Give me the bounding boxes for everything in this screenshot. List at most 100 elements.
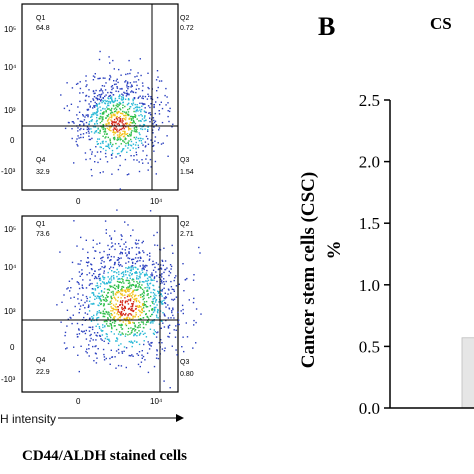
scatter-dot xyxy=(131,283,134,286)
scatter-dot xyxy=(98,296,101,298)
scatter-dot xyxy=(134,257,137,259)
scatter-dot xyxy=(127,270,129,273)
scatter-dot xyxy=(125,291,127,293)
scatter-dot xyxy=(129,124,132,127)
scatter-dot xyxy=(150,321,152,323)
plot-2-y-tick-1e4: 10⁴ xyxy=(4,263,17,272)
scatter-dot xyxy=(88,272,91,274)
scatter-dot xyxy=(166,96,168,98)
scatter-dot xyxy=(108,268,111,270)
scatter-dot xyxy=(125,324,128,327)
scatter-dot xyxy=(118,117,120,119)
scatter-dot xyxy=(106,320,108,323)
scatter-dot xyxy=(156,96,159,99)
scatter-dot xyxy=(123,128,125,130)
scatter-dot xyxy=(133,159,135,161)
scatter-dot xyxy=(118,243,120,245)
scatter-dot xyxy=(103,282,105,284)
scatter-dot xyxy=(113,121,116,123)
scatter-dot xyxy=(134,325,137,328)
scatter-dot xyxy=(155,299,158,301)
scatter-dot xyxy=(148,348,151,350)
scatter-dot xyxy=(105,298,107,301)
scatter-dot xyxy=(117,311,119,314)
scatter-dot xyxy=(92,90,95,92)
scatter-dot xyxy=(141,126,143,128)
scatter-dot xyxy=(112,245,114,247)
scatter-dot xyxy=(77,82,79,85)
scatter-dot xyxy=(150,342,152,344)
scatter-dot xyxy=(68,109,71,112)
scatter-dot xyxy=(146,306,149,308)
scatter-dot xyxy=(115,108,118,111)
scatter-dot xyxy=(136,353,138,355)
scatter-dot xyxy=(131,295,133,297)
scatter-dot xyxy=(128,287,130,289)
scatter-dot xyxy=(132,328,134,330)
scatter-dot xyxy=(107,115,109,118)
scatter-dot xyxy=(128,93,130,95)
scatter-dot xyxy=(131,261,134,264)
scatter-dot xyxy=(133,155,135,157)
scatter-dot xyxy=(100,93,103,95)
scatter-dot xyxy=(122,279,124,281)
scatter-dot xyxy=(134,122,137,125)
scatter-dot xyxy=(127,289,129,291)
scatter-dot xyxy=(72,314,74,316)
scatter-dot xyxy=(124,105,126,108)
scatter-dot xyxy=(139,275,141,277)
scatter-dot xyxy=(135,272,137,274)
scatter-dot xyxy=(139,109,141,111)
scatter-dot xyxy=(120,365,123,367)
scatter-dot xyxy=(119,137,121,139)
scatter-dot xyxy=(103,359,106,361)
scatter-dot xyxy=(115,340,117,342)
scatter-dot xyxy=(113,284,116,287)
scatter-dot xyxy=(101,330,103,332)
scatter-dot xyxy=(104,283,106,285)
scatter-dot xyxy=(134,144,137,146)
scatter-dot xyxy=(137,282,139,284)
scatter-dot xyxy=(173,329,175,331)
scatter-dot xyxy=(131,331,133,333)
scatter-dot xyxy=(96,332,99,334)
scatter-dot xyxy=(94,289,97,291)
scatter-dot xyxy=(149,315,152,317)
scatter-dot xyxy=(157,86,159,89)
scatter-dot xyxy=(111,92,113,94)
scatter-dot xyxy=(109,102,112,104)
scatter-dot xyxy=(178,283,180,285)
scatter-dot xyxy=(133,334,135,337)
scatter-dot xyxy=(80,299,83,301)
scatter-dot xyxy=(67,318,69,321)
scatter-dot xyxy=(112,59,114,62)
scatter-dot xyxy=(115,328,118,331)
scatter-dot xyxy=(132,147,134,149)
scatter-dot xyxy=(126,84,128,86)
scatter-dot xyxy=(120,343,122,345)
scatter-dot xyxy=(79,81,81,83)
scatter-dot xyxy=(76,322,79,325)
scatter-dot xyxy=(111,307,113,309)
scatter-dot xyxy=(200,313,202,315)
scatter-dot xyxy=(157,76,159,78)
scatter-dot xyxy=(99,279,101,282)
scatter-dot xyxy=(149,114,152,116)
scatter-dot xyxy=(123,114,125,117)
scatter-dot xyxy=(128,135,130,137)
scatter-dot xyxy=(117,286,119,288)
scatter-dot xyxy=(112,101,114,104)
scatter-dot xyxy=(99,251,101,254)
scatter-dot xyxy=(136,332,138,334)
scatter-dot xyxy=(115,90,117,92)
scatter-dot xyxy=(91,175,93,177)
scatter-dot xyxy=(94,345,96,348)
scatter-dot xyxy=(82,128,85,130)
scatter-dot xyxy=(136,75,138,77)
scatter-dot xyxy=(127,86,130,88)
scatter-dot xyxy=(113,263,116,266)
scatter-dot xyxy=(103,288,106,290)
scatter-dot xyxy=(125,80,127,82)
scatter-dot xyxy=(124,294,126,296)
scatter-dot xyxy=(88,123,90,125)
